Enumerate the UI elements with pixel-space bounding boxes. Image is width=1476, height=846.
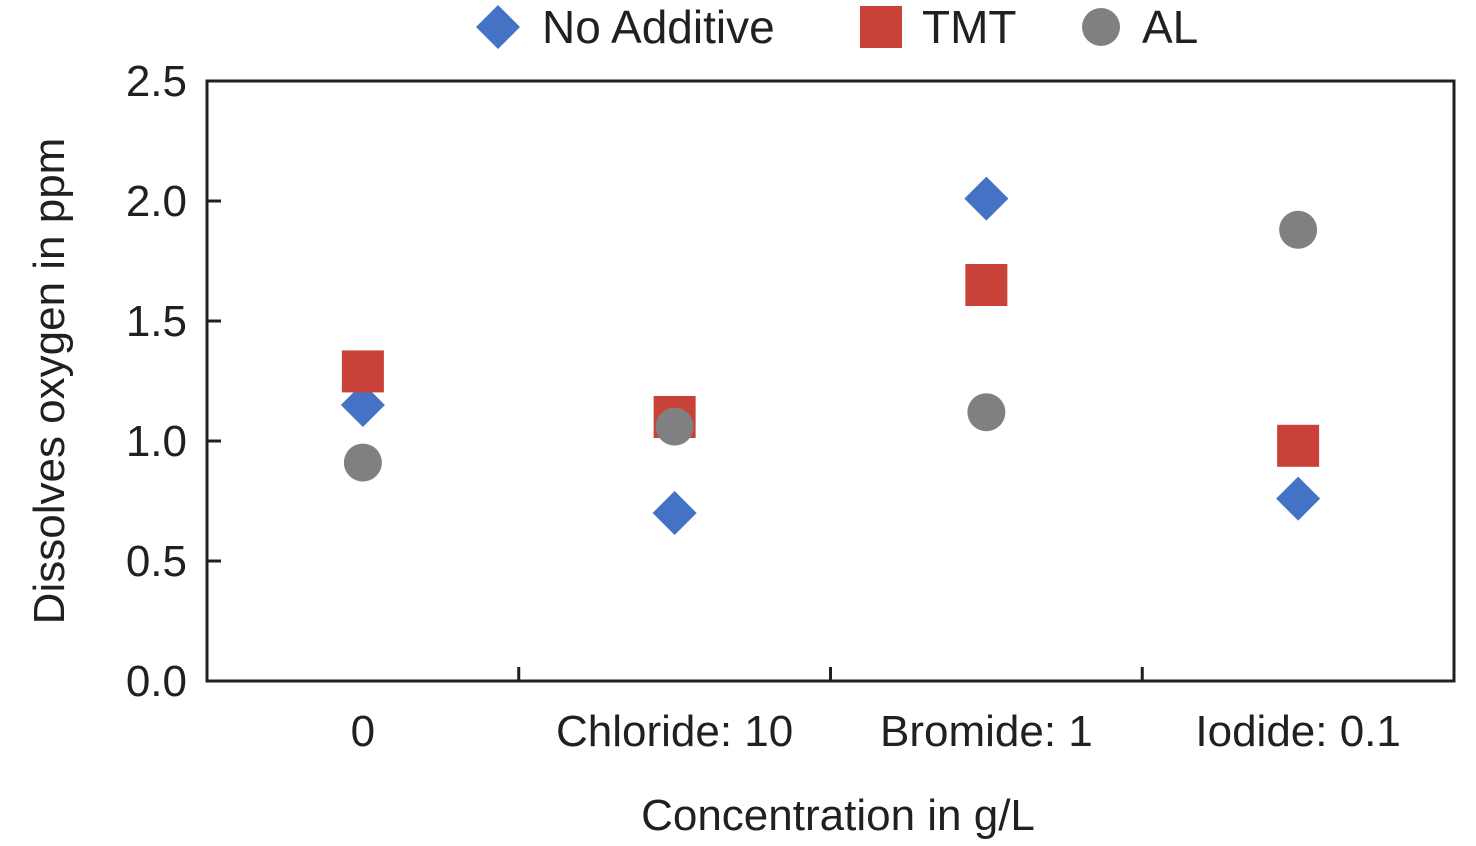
plot-frame [205, 79, 1456, 683]
x-tick-label: Chloride: 10 [556, 707, 793, 756]
y-tick-label: 1.0 [126, 417, 187, 466]
point-tmt-bromide-1 [965, 264, 1008, 306]
legend-label: TMT [922, 1, 1017, 53]
legend-label: No Additive [542, 1, 775, 53]
point-no-additive-iodide-0-1 [1276, 476, 1321, 521]
y-axis: 0.0 0.5 1.0 1.5 2.0 2.5 [126, 57, 221, 706]
legend-marker-al [1082, 8, 1120, 46]
y-tick-label: 2.0 [126, 177, 187, 226]
point-no-additive-bromide-1 [964, 176, 1009, 221]
legend-marker-no-additive [476, 5, 520, 49]
y-axis-title: Dissolves oxygen in ppm [25, 138, 74, 625]
y-tick-label: 0.0 [126, 657, 187, 706]
point-tmt-iodide-0-1 [1277, 424, 1320, 467]
x-tick-label: 0 [351, 707, 375, 756]
point-no-additive-0 [340, 383, 385, 427]
x-tick-label: Bromide: 1 [880, 707, 1093, 756]
point-tmt-0 [341, 350, 384, 393]
x-axis-title: Concentration in g/L [641, 791, 1035, 840]
y-tick-label: 0.5 [126, 537, 187, 586]
legend: No Additive TMT AL [476, 1, 1198, 53]
point-no-additive-chloride-10 [652, 491, 697, 535]
legend-marker-tmt [860, 6, 902, 48]
legend-item-al: AL [1082, 1, 1198, 53]
x-tick-label: Iodide: 0.1 [1195, 707, 1401, 756]
legend-label: AL [1142, 1, 1198, 53]
y-tick-label: 1.5 [126, 297, 187, 346]
point-al-bromide-1 [967, 393, 1006, 432]
y-tick-label: 2.5 [126, 57, 187, 106]
point-al-0 [343, 443, 382, 482]
point-al-iodide-0-1 [1279, 210, 1318, 249]
legend-item-no-additive: No Additive [476, 1, 775, 53]
legend-item-tmt: TMT [860, 1, 1017, 53]
point-al-chloride-10 [655, 407, 694, 446]
x-axis: 0 Chloride: 10 Bromide: 1 Iodide: 0.1 [351, 667, 1401, 756]
data-markers [340, 176, 1321, 535]
